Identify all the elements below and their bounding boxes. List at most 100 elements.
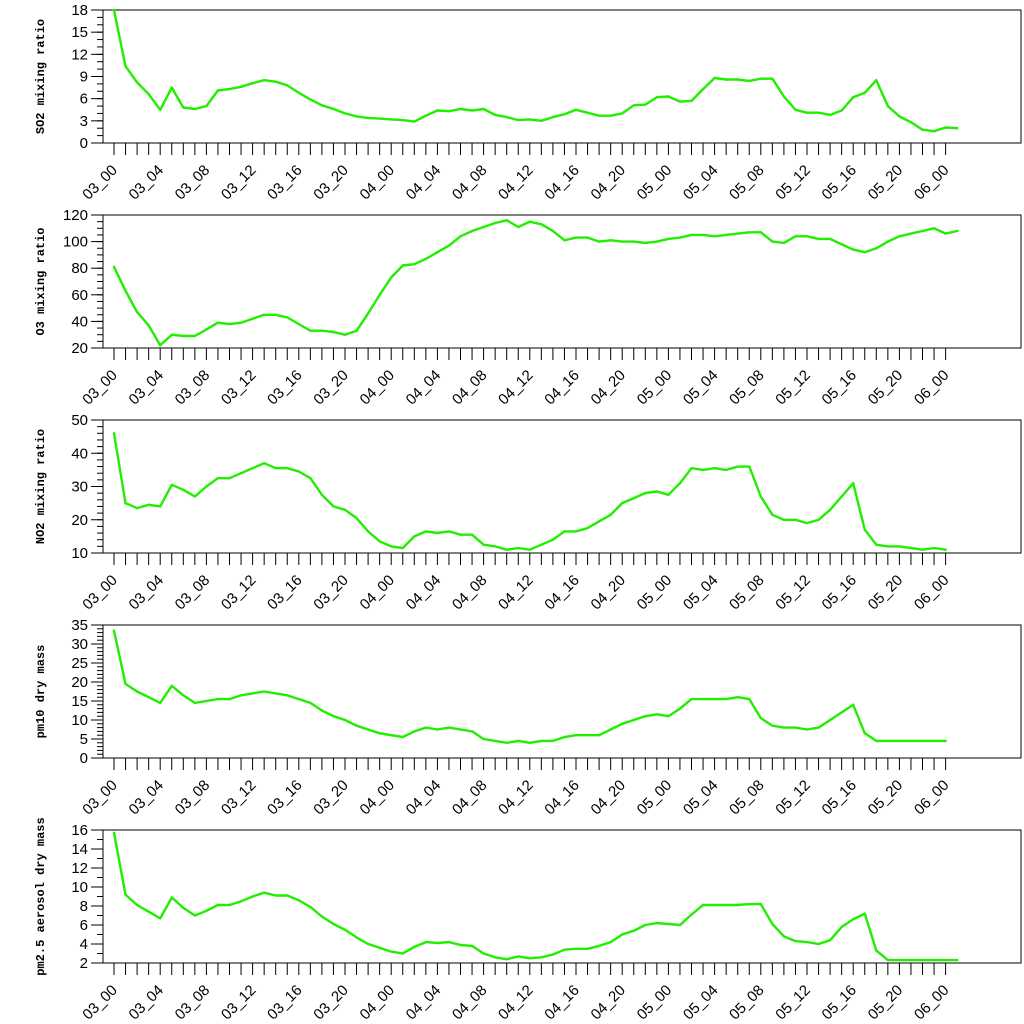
data-point bbox=[563, 735, 566, 739]
data-point bbox=[551, 538, 555, 541]
x-tick-label: 04_12 bbox=[495, 777, 537, 819]
data-point bbox=[632, 240, 635, 243]
data-point bbox=[655, 921, 659, 925]
data-point bbox=[320, 104, 324, 107]
x-tick-label: 05_16 bbox=[819, 777, 861, 819]
data-point bbox=[147, 93, 150, 96]
data-point bbox=[574, 734, 578, 737]
x-tick-label: 05_04 bbox=[680, 162, 722, 204]
x-tick-label: 05_12 bbox=[772, 982, 814, 1024]
data-point bbox=[147, 324, 150, 327]
data-point bbox=[817, 111, 820, 114]
data-point bbox=[574, 947, 578, 950]
data-point bbox=[413, 120, 416, 123]
data-point bbox=[274, 80, 277, 83]
data-point bbox=[112, 265, 116, 269]
data-point bbox=[701, 468, 705, 472]
data-point bbox=[713, 235, 716, 238]
data-point bbox=[921, 128, 924, 131]
data-point bbox=[505, 115, 508, 119]
data-point bbox=[216, 321, 220, 324]
data-point bbox=[644, 715, 647, 718]
data-point bbox=[759, 231, 762, 234]
data-point bbox=[805, 728, 809, 731]
data-point bbox=[424, 940, 428, 944]
data-point bbox=[297, 899, 300, 902]
data-point bbox=[112, 432, 116, 435]
data-point bbox=[701, 87, 705, 91]
data-point bbox=[667, 922, 670, 926]
x-tick-label: 04_12 bbox=[495, 572, 537, 614]
data-point bbox=[251, 895, 254, 898]
x-tick-label: 04_00 bbox=[357, 162, 399, 204]
data-point bbox=[147, 503, 150, 506]
data-point bbox=[852, 918, 855, 921]
y-tick-label: 6 bbox=[80, 91, 88, 108]
x-tick-label: 04_08 bbox=[449, 777, 491, 819]
series-line bbox=[112, 629, 947, 744]
x-tick-label: 04_20 bbox=[588, 777, 630, 819]
plot-frame bbox=[102, 9, 1022, 144]
data-point bbox=[470, 229, 474, 233]
data-point bbox=[112, 8, 116, 12]
data-point bbox=[632, 496, 635, 500]
data-point bbox=[736, 696, 739, 699]
x-tick-label: 04_00 bbox=[357, 982, 399, 1024]
x-tick-label: 03_12 bbox=[218, 572, 260, 614]
data-point bbox=[840, 925, 843, 929]
data-point bbox=[390, 118, 393, 121]
data-point bbox=[782, 935, 786, 938]
data-point bbox=[401, 546, 404, 550]
data-point bbox=[297, 322, 300, 326]
y-axis-label: SO2 mixing ratio bbox=[34, 19, 48, 134]
x-tick-label: 03_00 bbox=[79, 572, 121, 614]
x-tick-label: 03_04 bbox=[126, 162, 168, 204]
data-point bbox=[182, 694, 185, 697]
x-tick-label: 05_04 bbox=[680, 572, 722, 614]
y-tick-label: 4 bbox=[80, 936, 88, 953]
data-point bbox=[690, 913, 693, 916]
data-point bbox=[748, 902, 751, 906]
data-point bbox=[551, 115, 555, 119]
data-point bbox=[632, 718, 635, 722]
data-point bbox=[597, 944, 601, 948]
y-tick-label: 35 bbox=[71, 617, 88, 634]
x-tick-label: 04_20 bbox=[588, 572, 630, 614]
data-point bbox=[505, 741, 508, 744]
x-tick-label: 03_08 bbox=[172, 777, 214, 819]
data-point bbox=[748, 79, 751, 83]
x-tick-label: 03_16 bbox=[264, 572, 306, 614]
data-point bbox=[228, 477, 231, 480]
data-point bbox=[528, 741, 531, 744]
data-point bbox=[528, 957, 531, 960]
data-point bbox=[725, 697, 728, 701]
data-point bbox=[863, 732, 866, 735]
data-point bbox=[713, 903, 716, 907]
data-point bbox=[505, 219, 508, 222]
data-point bbox=[551, 739, 555, 743]
x-tick-label: 03_08 bbox=[172, 982, 214, 1024]
data-point bbox=[852, 96, 855, 99]
data-point bbox=[748, 697, 751, 701]
data-point bbox=[205, 104, 208, 108]
data-point bbox=[667, 493, 670, 496]
data-point bbox=[644, 923, 647, 927]
y-tick-label: 120 bbox=[63, 207, 88, 224]
data-point bbox=[170, 684, 173, 687]
data-point bbox=[170, 483, 173, 486]
data-point bbox=[852, 248, 855, 251]
x-tick-label: 04_16 bbox=[541, 367, 583, 409]
data-point bbox=[159, 701, 162, 705]
data-point bbox=[609, 114, 612, 117]
data-point bbox=[147, 696, 150, 699]
data-point bbox=[494, 113, 497, 117]
data-point bbox=[840, 711, 843, 714]
data-point bbox=[794, 108, 797, 112]
x-tick-label: 04_04 bbox=[403, 572, 445, 614]
x-tick-label: 04_12 bbox=[495, 162, 537, 204]
data-point bbox=[586, 111, 589, 114]
y-tick-label: 14 bbox=[71, 841, 88, 858]
data-point bbox=[390, 950, 393, 953]
data-point bbox=[505, 958, 508, 961]
x-tick-label: 05_00 bbox=[634, 777, 676, 819]
